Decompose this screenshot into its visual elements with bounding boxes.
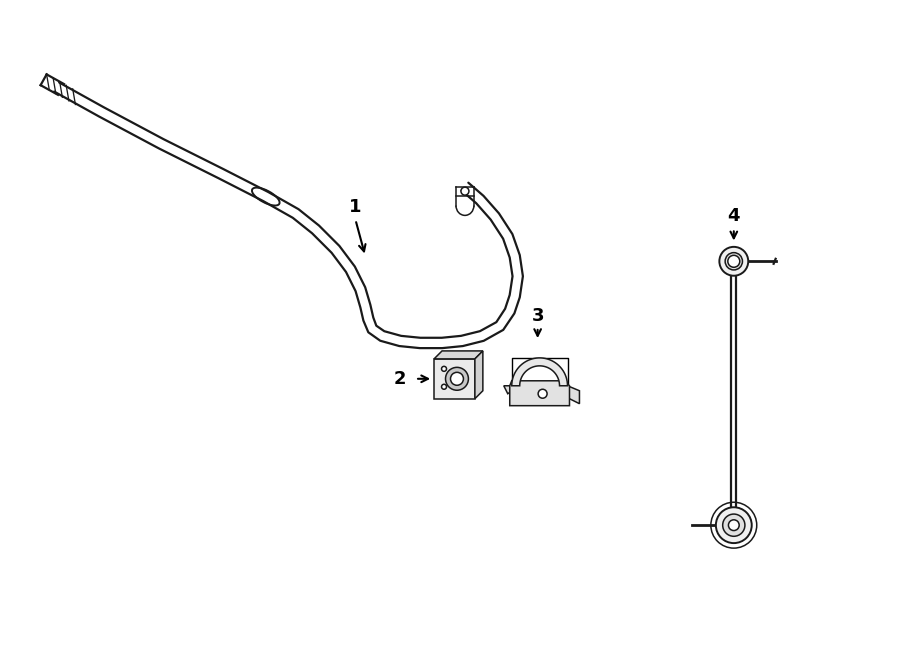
Circle shape (728, 255, 740, 267)
Text: 1: 1 (349, 198, 362, 215)
Text: 4: 4 (727, 208, 740, 225)
Polygon shape (504, 386, 519, 394)
Circle shape (442, 366, 446, 371)
Circle shape (725, 253, 742, 270)
Polygon shape (434, 351, 483, 359)
Circle shape (723, 514, 745, 536)
Circle shape (728, 520, 739, 531)
Circle shape (461, 187, 469, 195)
Polygon shape (512, 358, 568, 386)
Circle shape (719, 247, 748, 276)
Text: 2: 2 (394, 369, 407, 388)
Polygon shape (434, 359, 475, 399)
Polygon shape (509, 381, 570, 406)
Circle shape (451, 372, 464, 385)
Circle shape (716, 507, 751, 543)
Circle shape (538, 389, 547, 398)
Circle shape (442, 384, 446, 389)
Polygon shape (475, 351, 483, 399)
Circle shape (446, 368, 468, 390)
Text: 3: 3 (531, 307, 544, 325)
Polygon shape (568, 386, 580, 404)
